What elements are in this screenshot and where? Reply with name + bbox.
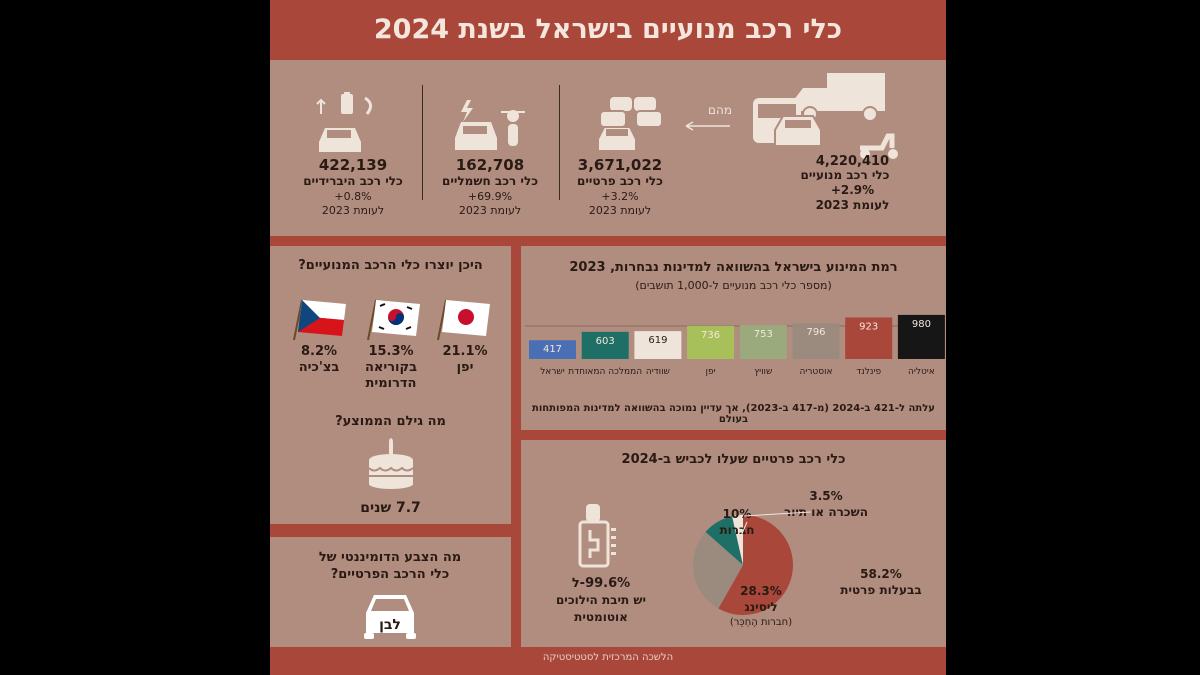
pie-pct-label: 58.2%: [860, 567, 902, 581]
bar: [739, 325, 787, 359]
page-title: כלי רכב מנועיים בישראל בשנת 2024: [373, 14, 843, 45]
bar-category-label: יפן: [706, 367, 716, 377]
motor-change: +2.9%: [830, 183, 875, 197]
bar: [897, 314, 945, 359]
bar: [845, 317, 893, 359]
of-which-label: מהם: [708, 103, 732, 117]
pie-slice: [732, 515, 743, 565]
bar-value-label: 736: [701, 330, 720, 341]
origin-pct-czech: 8.2%: [300, 344, 338, 359]
private-value: 3,671,022: [577, 156, 663, 174]
electric-vehicles-icon: [455, 100, 525, 150]
pie-category-label: ליסינג: [744, 600, 777, 614]
origin-country-korea: בקוריאה הדרומית: [364, 360, 417, 391]
infographic: כלי רכב מנועיים בישראל בשנת 2024 4,220,4…: [270, 0, 946, 675]
pie-slice: [718, 515, 793, 615]
bar-category-label: אוסטריה: [799, 367, 832, 377]
bar-value-label: 796: [806, 327, 825, 338]
age-value: 7.7 שנים: [360, 500, 421, 516]
electric-ref: לעומת 2023: [458, 204, 522, 217]
bar-category-label: ישראל: [540, 367, 565, 377]
japan-flag-icon: [437, 299, 490, 341]
hybrid-vehicles-icon: [316, 92, 372, 152]
auto-label: יש תיבת הילוכים אוטומטית: [555, 593, 647, 624]
bar-value-label: 923: [859, 321, 878, 332]
origin-pct-japan: 21.1%: [442, 344, 488, 359]
title-band: כלי רכב מנועיים בישראל בשנת 2024: [270, 0, 946, 60]
motorization-bar-chart: 417 ישראל 603 הממלכה המאוחדת 619 שוודיה 736 יפן…: [525, 314, 945, 377]
ownership-pie-chart: 58.2% בבעלות פרטית 28.3% ליסינג (חברות הֶחְכ…: [693, 489, 922, 628]
source-note: הלשכה המרכזית לסטטיסטיקה: [542, 652, 674, 663]
pie-slice: [693, 531, 743, 609]
hybrid-ref: לעומת 2023: [321, 204, 385, 217]
bar-category-label: הממלכה המאוחדת: [568, 367, 642, 377]
motor-label: כלי רכב מנועיים: [800, 168, 890, 182]
origin-pct-korea: 15.3%: [368, 344, 414, 359]
private-label: כלי רכב פרטיים: [577, 174, 663, 188]
bar-value-label: 980: [912, 319, 931, 330]
private-ref: לעומת 2023: [588, 204, 652, 217]
hybrid-label: כלי רכב היברידיים: [303, 174, 403, 188]
motorization-panel: רמת המינוע בישראל בהשוואה למדינות נבחרות…: [521, 246, 946, 430]
pie-slice: [705, 516, 743, 565]
pie-pct-label: 10%: [723, 507, 752, 521]
gear-shifter-icon: [578, 504, 616, 568]
bar: [687, 325, 735, 359]
electric-change: +69.9%: [467, 190, 513, 203]
auto-pct: 99.6%-ל: [571, 576, 631, 591]
pie-category-label: בבעלות פרטית: [840, 583, 921, 597]
bar-category-label: שוודיה: [646, 367, 670, 377]
bar: [792, 323, 840, 359]
leader-line: [740, 521, 748, 537]
pie-pct-label: 28.3%: [740, 584, 782, 598]
stats-panel: 4,220,410 כלי רכב מנועיים +2.9% לעומת 20…: [270, 60, 946, 236]
age-question: מה גילם הממוצע?: [335, 414, 446, 429]
bar-value-label: 619: [648, 335, 667, 346]
color-answer: לבן: [379, 617, 401, 633]
hybrid-change: +0.8%: [334, 190, 372, 203]
motor-ref: לעומת 2023: [815, 198, 890, 212]
bar-value-label: 417: [543, 344, 562, 355]
bar: [634, 331, 682, 359]
pie-category-label: השכרה או תיור: [784, 505, 868, 519]
bar: [581, 331, 629, 359]
pie-pct-label: 3.5%: [809, 489, 842, 503]
motor-value: 4,220,410: [815, 154, 890, 169]
bar-value-label: 603: [596, 336, 615, 347]
bar-category-label: איטליה: [908, 367, 935, 377]
origin-question: היכן יוצרו כלי הרכב המנועיים?: [298, 258, 483, 273]
birthday-cake-icon: [368, 438, 414, 489]
origin-country-czech: בצ'כיה: [298, 360, 340, 375]
divider: [422, 85, 423, 200]
color-question: מה הצבע הדומיננטי של כלי הרכב הפרטיים?: [318, 550, 462, 582]
pie-category-label: חברות: [719, 523, 754, 537]
arrow-left-icon: [685, 121, 730, 131]
origin-country-japan: יפן: [456, 360, 474, 375]
leader-line: [743, 511, 812, 517]
south-korea-flag-icon: [367, 299, 420, 341]
private-cars-icon: [597, 97, 663, 152]
white-car-icon: [364, 595, 416, 639]
bar-value-label: 753: [754, 329, 773, 340]
road-title: כלי רכב פרטיים שעלו לכביש ב-2024: [621, 452, 846, 467]
divider: [559, 85, 560, 200]
bar-category-label: שוויץ: [754, 367, 772, 377]
road-panel: כלי רכב פרטיים שעלו לכביש ב-2024 99.6%-ל…: [521, 440, 946, 647]
czech-flag-icon: [293, 299, 346, 341]
motorization-title: רמת המינוע בישראל בהשוואה למדינות נבחרות…: [569, 260, 898, 275]
color-panel: מה הצבע הדומיננטי של כלי הרכב הפרטיים? ל…: [270, 537, 511, 647]
hybrid-value: 422,139: [318, 156, 388, 174]
vehicles-icon: [753, 73, 898, 159]
bar: [529, 340, 576, 359]
electric-label: כלי רכב חשמליים: [442, 174, 538, 188]
origin-panel: היכן יוצרו כלי הרכב המנועיים? 21.1%: [270, 246, 511, 524]
pie-sublabel: (חברות הֶחְכֵּר): [730, 617, 792, 628]
motorization-subtitle: (מספר כלי רכב מנועיים ל-1,000 תושבים): [635, 279, 832, 292]
private-change: +3.2%: [601, 190, 639, 203]
motorization-note: עלתה ל-421 ב-2024 (מ-417 ב-2023), אך עדי…: [532, 403, 935, 425]
electric-value: 162,708: [455, 156, 525, 174]
bar-category-label: פינלנד: [856, 367, 881, 377]
